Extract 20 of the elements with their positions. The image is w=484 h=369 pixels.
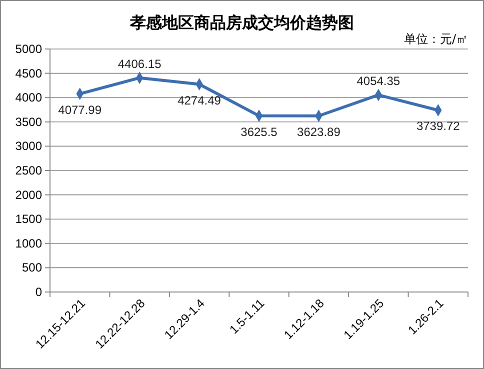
data-label: 4054.35 (356, 74, 400, 88)
y-tick-label: 500 (22, 260, 42, 275)
data-label: 3625.5 (240, 124, 278, 139)
y-tick-label: 3500 (15, 114, 42, 129)
y-tick-label: 1000 (15, 236, 42, 250)
data-label: 4406.15 (118, 56, 162, 71)
y-tick-label: 2000 (15, 188, 42, 202)
y-tick-label: 4500 (15, 66, 42, 80)
y-tick-label: 1500 (15, 212, 42, 226)
data-label: 4274.49 (178, 93, 222, 108)
text: 单位：元/㎡ (404, 32, 468, 46)
y-tick-label: 5000 (15, 42, 42, 56)
y-tick-label: 0 (35, 285, 42, 299)
y-tick-label: 3000 (15, 139, 42, 154)
y-tick-label: 2500 (15, 164, 42, 178)
y-tick-label: 4000 (15, 90, 42, 105)
data-label: 3739.72 (416, 119, 460, 134)
chart-title: 孝感地区商品房成交均价趋势图 (129, 13, 354, 32)
data-label: 3623.89 (297, 124, 341, 139)
data-label: 4077.99 (58, 102, 102, 117)
